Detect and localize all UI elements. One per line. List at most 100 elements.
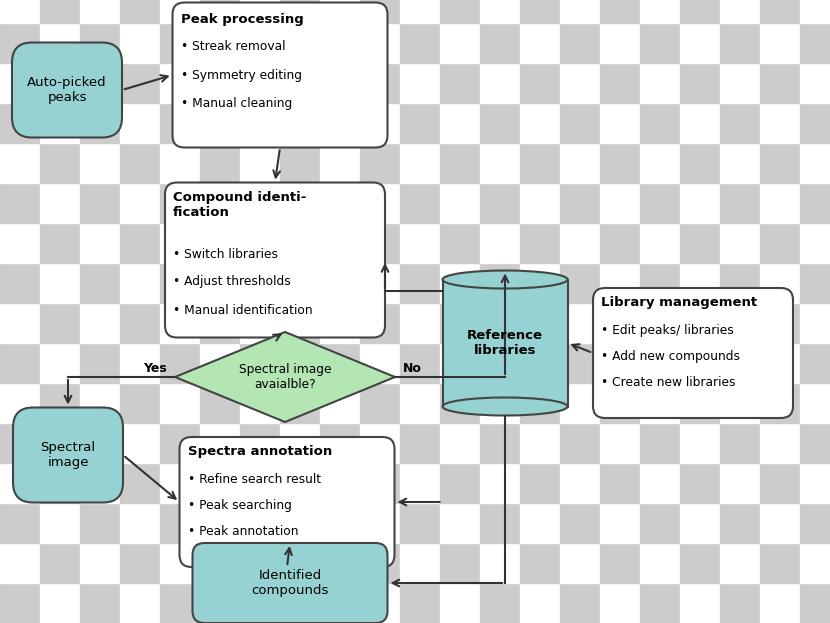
Bar <box>720 183 760 223</box>
Bar <box>560 143 600 183</box>
Bar <box>120 543 160 583</box>
Bar <box>680 183 720 223</box>
Bar <box>720 223 760 263</box>
Bar <box>160 0 200 23</box>
Bar <box>440 223 480 263</box>
Bar <box>120 423 160 463</box>
Bar <box>360 303 400 343</box>
Bar <box>40 143 80 183</box>
Bar <box>240 23 280 63</box>
Bar <box>280 383 320 423</box>
Bar <box>800 543 830 583</box>
Bar <box>720 63 760 103</box>
Bar <box>160 543 200 583</box>
Bar <box>480 423 520 463</box>
Bar <box>240 103 280 143</box>
Bar <box>80 183 120 223</box>
Bar <box>640 343 680 383</box>
Bar <box>440 503 480 543</box>
FancyBboxPatch shape <box>193 543 388 623</box>
Bar <box>320 223 360 263</box>
Bar <box>240 583 280 623</box>
Bar <box>280 583 320 623</box>
Bar <box>520 423 560 463</box>
Bar <box>560 383 600 423</box>
Bar <box>760 583 800 623</box>
Bar <box>120 503 160 543</box>
Bar <box>320 343 360 383</box>
Bar <box>80 383 120 423</box>
Bar <box>480 63 520 103</box>
Bar <box>160 503 200 543</box>
Bar <box>320 423 360 463</box>
Bar <box>520 343 560 383</box>
Text: • Manual identification: • Manual identification <box>173 303 313 316</box>
Bar <box>240 0 280 23</box>
Bar <box>480 0 520 23</box>
Bar <box>400 263 440 303</box>
Bar <box>280 223 320 263</box>
Text: Reference
libraries: Reference libraries <box>467 329 543 357</box>
Bar <box>720 543 760 583</box>
Bar <box>360 223 400 263</box>
Bar <box>800 503 830 543</box>
Bar <box>680 423 720 463</box>
Bar <box>80 583 120 623</box>
Bar <box>0 143 40 183</box>
Bar <box>480 543 520 583</box>
Bar <box>400 543 440 583</box>
Bar <box>480 143 520 183</box>
Bar <box>400 0 440 23</box>
FancyBboxPatch shape <box>165 183 385 338</box>
Bar <box>0 543 40 583</box>
Bar <box>760 103 800 143</box>
Bar <box>760 23 800 63</box>
Text: Auto-picked
peaks: Auto-picked peaks <box>27 76 107 104</box>
Bar <box>560 63 600 103</box>
Text: Spectral image
avaialble?: Spectral image avaialble? <box>239 363 331 391</box>
Bar <box>480 23 520 63</box>
Bar <box>240 423 280 463</box>
Bar <box>400 143 440 183</box>
Bar <box>80 303 120 343</box>
Bar <box>240 263 280 303</box>
Bar <box>400 343 440 383</box>
Bar <box>600 223 640 263</box>
Bar <box>640 383 680 423</box>
Bar <box>0 0 40 23</box>
Bar <box>800 23 830 63</box>
Bar <box>480 303 520 343</box>
Bar <box>480 183 520 223</box>
Bar <box>440 543 480 583</box>
Bar <box>0 103 40 143</box>
Bar <box>200 463 240 503</box>
Bar <box>680 583 720 623</box>
Bar <box>680 463 720 503</box>
Bar <box>560 503 600 543</box>
Bar <box>640 423 680 463</box>
Bar <box>160 223 200 263</box>
Bar <box>760 303 800 343</box>
Bar <box>400 463 440 503</box>
Bar <box>160 423 200 463</box>
Bar <box>800 383 830 423</box>
Bar <box>120 23 160 63</box>
Bar <box>720 343 760 383</box>
Bar <box>0 183 40 223</box>
Text: • Peak searching: • Peak searching <box>188 499 291 512</box>
Bar <box>720 143 760 183</box>
Bar <box>440 583 480 623</box>
Bar <box>200 343 240 383</box>
Bar <box>440 23 480 63</box>
Bar <box>160 263 200 303</box>
Bar <box>400 223 440 263</box>
Bar <box>320 583 360 623</box>
Bar <box>200 23 240 63</box>
Bar <box>80 343 120 383</box>
Bar <box>400 63 440 103</box>
Bar <box>800 343 830 383</box>
Bar <box>80 503 120 543</box>
Bar <box>0 23 40 63</box>
Bar <box>760 423 800 463</box>
Bar <box>640 183 680 223</box>
